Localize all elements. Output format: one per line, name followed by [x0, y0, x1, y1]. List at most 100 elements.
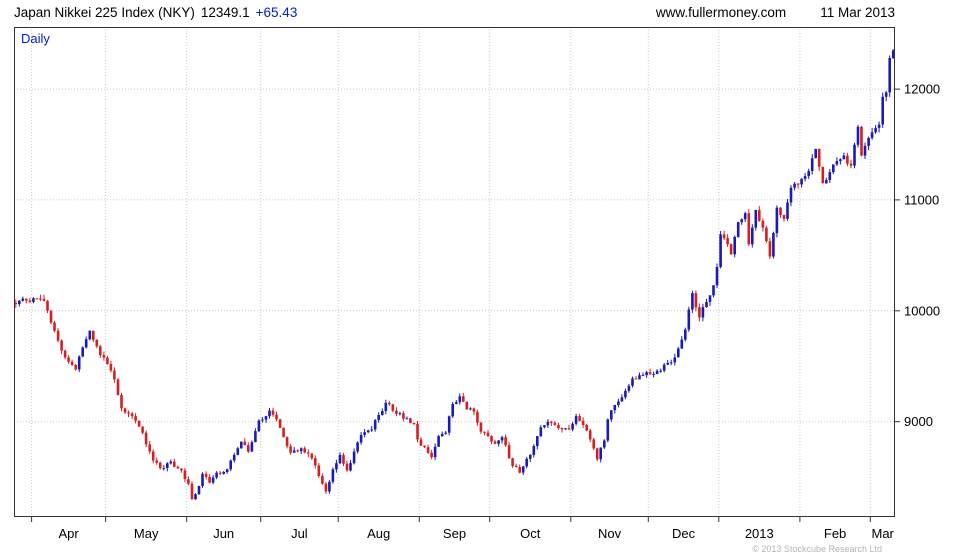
candle-body: [120, 394, 123, 409]
candle-body: [137, 420, 141, 427]
x-tick-label: Nov: [598, 526, 622, 541]
candle-body: [391, 404, 395, 411]
candle-body: [176, 466, 180, 469]
candle-body: [560, 428, 564, 430]
candle-body: [793, 183, 796, 188]
candle-body: [299, 448, 303, 452]
candle-body: [620, 397, 624, 402]
candle-body: [342, 454, 345, 464]
candle-body: [775, 207, 779, 234]
candle-body: [722, 234, 726, 239]
candle-body: [677, 348, 680, 358]
candle-body: [314, 458, 317, 466]
candle-body: [366, 430, 370, 433]
candle-body: [250, 442, 254, 452]
candle-body: [504, 437, 507, 446]
candle-body: [740, 219, 743, 223]
candle-body: [863, 145, 867, 156]
candle-body: [307, 452, 310, 454]
x-tick-label: Dec: [672, 526, 696, 541]
x-tick-label: Apr: [58, 526, 79, 541]
candle-body: [810, 158, 814, 172]
website-link[interactable]: www.fullermoney.com: [655, 5, 787, 20]
candle-body: [578, 416, 581, 421]
candle-body: [768, 241, 772, 257]
candle-body: [832, 164, 835, 173]
candle-body: [225, 469, 229, 472]
candle-body: [148, 444, 151, 452]
candle-body: [395, 410, 398, 414]
candle-body: [652, 374, 655, 375]
candle-body: [109, 364, 113, 371]
y-axis-labels: 9000 10000 11000 12000: [895, 82, 940, 429]
candle-body: [606, 419, 610, 441]
x-tick-label: Jun: [213, 526, 234, 541]
candle-body: [243, 441, 247, 446]
candle-body: [705, 301, 708, 307]
candle-body: [268, 410, 271, 417]
candle-body: [684, 329, 687, 340]
candle-body: [627, 385, 631, 391]
candle-body: [729, 244, 733, 255]
candle-body: [419, 439, 423, 446]
candle-body: [779, 207, 782, 215]
candle-body: [581, 420, 585, 425]
candle-body: [324, 483, 328, 492]
x-tick-label: May: [134, 526, 159, 541]
candles: [14, 49, 895, 500]
candle-body: [56, 330, 60, 341]
candle-body: [588, 430, 592, 440]
price-change: +65.43: [255, 5, 298, 20]
candle-body: [571, 423, 574, 430]
candle-body: [197, 486, 201, 495]
candle-body: [856, 126, 860, 145]
candle-body: [331, 469, 335, 482]
candle-body: [130, 413, 134, 417]
candle-body: [511, 458, 514, 466]
candle-body: [384, 402, 388, 411]
y-tick-label: 10000: [904, 303, 940, 318]
candle-body: [518, 467, 521, 473]
candle-body: [821, 166, 825, 184]
candle-body: [356, 442, 359, 452]
candle-body: [877, 124, 881, 128]
candle-body: [761, 220, 765, 228]
candle-body: [84, 339, 88, 348]
candle-body: [891, 50, 895, 59]
candle-body: [310, 453, 314, 459]
candle-body: [440, 433, 444, 437]
candle-body: [796, 183, 800, 185]
candle-body: [215, 472, 218, 478]
candle-body: [359, 435, 363, 443]
candle-body: [451, 403, 454, 417]
candle-body: [743, 213, 747, 220]
copyright-label: © 2013 Stockcube Research Ltd: [752, 544, 882, 554]
x-tick-label: Sep: [443, 526, 466, 541]
candle-body: [645, 372, 648, 376]
candle-body: [543, 425, 546, 428]
candle-body: [402, 413, 405, 419]
candle-body: [240, 441, 243, 449]
candle-body: [247, 445, 250, 452]
candle-body: [211, 477, 215, 483]
candle-body: [673, 357, 677, 363]
candle-body: [888, 58, 891, 93]
candle-body: [465, 401, 469, 410]
candle-body: [659, 370, 662, 372]
candle-body: [521, 466, 525, 473]
candle-body: [60, 340, 63, 351]
candle-body: [567, 428, 571, 430]
candle-body: [789, 187, 793, 203]
candle-body: [437, 436, 440, 447]
candle-body: [624, 390, 627, 398]
candle-body: [155, 460, 158, 463]
y-tick-label: 11000: [904, 192, 939, 207]
candle-body: [817, 148, 821, 167]
candle-body: [828, 172, 832, 180]
candle-body: [585, 425, 588, 431]
candle-body: [687, 309, 691, 330]
candle-body: [271, 410, 275, 415]
chart-header: Japan Nikkei 225 Index (NKY) 12349.1 +65.4…: [0, 0, 980, 24]
candle-body: [39, 298, 42, 300]
candle-body: [486, 432, 490, 436]
